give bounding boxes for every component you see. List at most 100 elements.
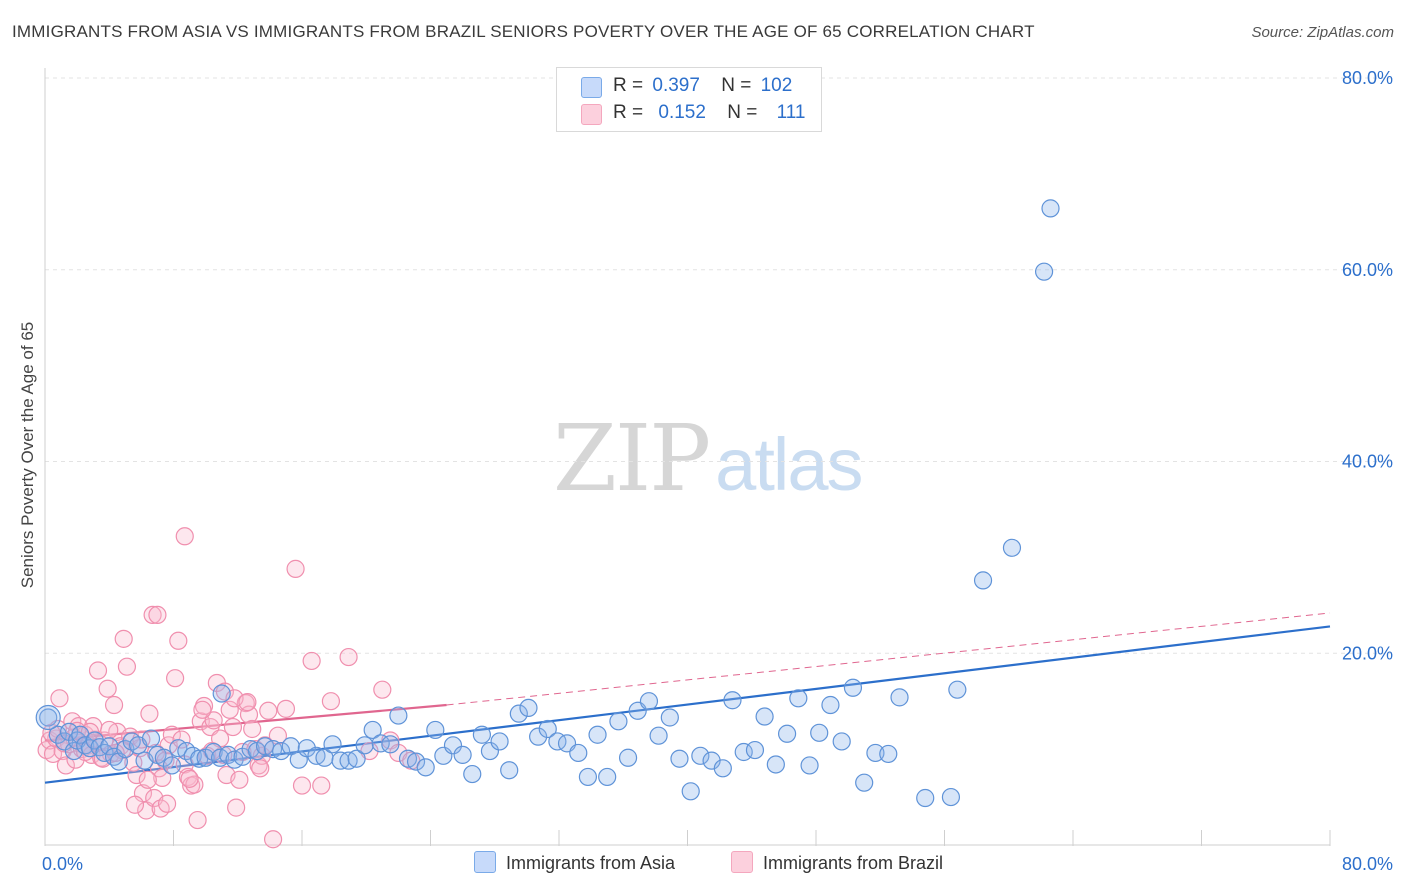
point-brazil (193, 700, 212, 719)
point-asia (39, 708, 58, 727)
point-brazil (100, 720, 119, 740)
point-asia (90, 738, 109, 757)
point-brazil (114, 629, 133, 648)
point-brazil (227, 798, 246, 817)
point-asia (569, 743, 588, 763)
watermark-atlas: atlas (715, 423, 863, 506)
point-asia (297, 739, 316, 758)
point-brazil (157, 794, 177, 813)
point-brazil (56, 756, 75, 775)
legend-n-value-brazil: 111 (776, 102, 806, 123)
point-asia (241, 740, 260, 759)
point-asia (734, 742, 753, 762)
point-asia (453, 745, 472, 764)
tick-labels: 20.0% 40.0% 60.0% 80.0% 0.0% 80.0% (42, 68, 1393, 874)
point-asia (500, 761, 519, 780)
point-brazil (42, 723, 61, 742)
point-brazil (268, 726, 288, 745)
point-brazil (220, 700, 239, 719)
point-asia (76, 736, 95, 755)
point-brazil (251, 759, 270, 778)
point-asia (416, 758, 435, 777)
point-asia (371, 734, 390, 753)
point-brazil (50, 689, 69, 708)
point-asia (323, 735, 342, 754)
point-asia (800, 756, 819, 775)
trend-line-brazil-extension (446, 612, 1331, 706)
point-brazil (373, 680, 392, 699)
point-asia (670, 749, 689, 768)
legend-n-value-asia: 102 (760, 75, 793, 96)
legend-item-brazil: Immigrants from Brazil (731, 851, 943, 877)
point-asia (472, 725, 491, 744)
source-credit: Source: ZipAtlas.com (1251, 24, 1394, 41)
point-asia (509, 704, 528, 723)
series-asia-points (35, 199, 1060, 808)
point-brazil (188, 810, 207, 830)
point-brazil (302, 651, 321, 671)
point-asia (649, 726, 668, 745)
point-asia (855, 773, 874, 792)
legend-swatch-asia (581, 77, 602, 98)
point-asia (681, 782, 700, 801)
chart-title: IMMIGRANTS FROM ASIA VS IMMIGRANTS FROM … (12, 22, 1035, 41)
series-brazil-points (37, 527, 421, 849)
legend-bottom-label-asia: Immigrants from Asia (506, 853, 676, 873)
point-asia (426, 720, 445, 740)
legend-bottom-label-brazil: Immigrants from Brazil (763, 853, 944, 873)
point-brazil (230, 770, 249, 789)
point-brazil (204, 711, 223, 730)
point-asia (866, 743, 885, 763)
point-brazil (148, 605, 167, 625)
point-asia-large (35, 704, 61, 731)
point-asia (832, 732, 851, 751)
point-brazil (263, 830, 283, 849)
point-asia (1002, 538, 1022, 557)
point-brazil (169, 631, 188, 650)
axes (44, 68, 1331, 846)
watermark-zip: ZIP (553, 405, 711, 512)
legend-n-label: N = (727, 102, 758, 123)
point-brazil (127, 765, 146, 785)
point-asia (490, 732, 509, 751)
point-asia (443, 736, 463, 755)
legend-r-value-asia: 0.397 (652, 75, 700, 96)
point-asia (618, 748, 638, 767)
point-asia (272, 741, 291, 761)
point-brazil (175, 527, 194, 546)
legend-r-label: R = (613, 75, 644, 96)
legend-r-label: R = (613, 102, 644, 123)
point-asia (463, 764, 482, 784)
point-asia (810, 723, 829, 742)
point-asia (890, 688, 909, 707)
point-asia (843, 678, 863, 697)
point-brazil (223, 717, 243, 737)
legend-item-asia: Immigrants from Asia (474, 851, 675, 877)
point-asia (406, 752, 426, 771)
point-asia (588, 725, 607, 744)
y-tick-label: 40.0% (1342, 452, 1393, 472)
point-asia (713, 759, 732, 778)
point-brazil (236, 694, 255, 713)
point-asia (578, 767, 598, 787)
point-asia (789, 689, 808, 708)
point-brazil (191, 712, 210, 731)
point-brazil (143, 605, 162, 625)
point-asia (723, 691, 742, 710)
point-brazil (276, 699, 296, 718)
point-brazil (98, 679, 117, 698)
point-asia (948, 680, 967, 699)
x-tick-label: 80.0% (1342, 854, 1393, 874)
point-asia (916, 788, 935, 808)
point-asia (381, 735, 400, 754)
point-asia (141, 729, 161, 748)
point-asia (480, 741, 500, 761)
point-brazil (249, 756, 268, 775)
point-brazil (117, 657, 137, 676)
point-asia (162, 756, 181, 775)
point-brazil (180, 769, 199, 788)
point-brazil (243, 719, 262, 739)
point-brazil (138, 770, 157, 789)
x-tick-label: 0.0% (42, 854, 83, 874)
